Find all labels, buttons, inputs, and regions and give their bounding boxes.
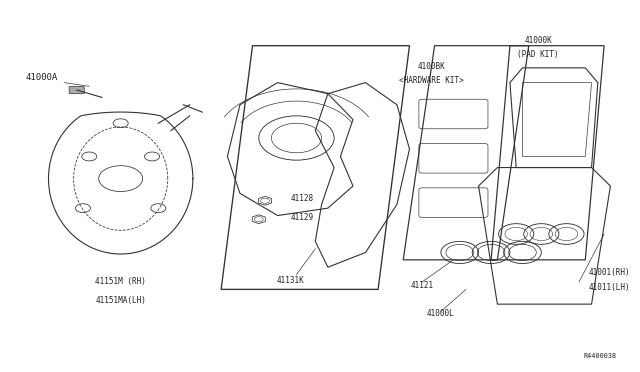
Text: 41000K: 41000K: [524, 36, 552, 45]
FancyBboxPatch shape: [69, 86, 84, 94]
Text: 41121: 41121: [410, 281, 434, 290]
Text: 41131K: 41131K: [276, 276, 304, 285]
Text: 41129: 41129: [290, 213, 314, 222]
Text: R4400038: R4400038: [584, 353, 617, 359]
Text: 41128: 41128: [290, 195, 314, 203]
Text: 4100BK: 4100BK: [417, 61, 445, 71]
Text: 41000L: 41000L: [427, 309, 455, 318]
Text: 41001(RH): 41001(RH): [588, 268, 630, 277]
Text: <HARDWARE KIT>: <HARDWARE KIT>: [399, 76, 464, 85]
Text: 41151MA(LH): 41151MA(LH): [95, 296, 146, 305]
Text: 41151M (RH): 41151M (RH): [95, 278, 146, 286]
Text: 41011(LH): 41011(LH): [588, 283, 630, 292]
Text: 41000A: 41000A: [26, 73, 58, 81]
Text: (PAD KIT): (PAD KIT): [517, 51, 559, 60]
